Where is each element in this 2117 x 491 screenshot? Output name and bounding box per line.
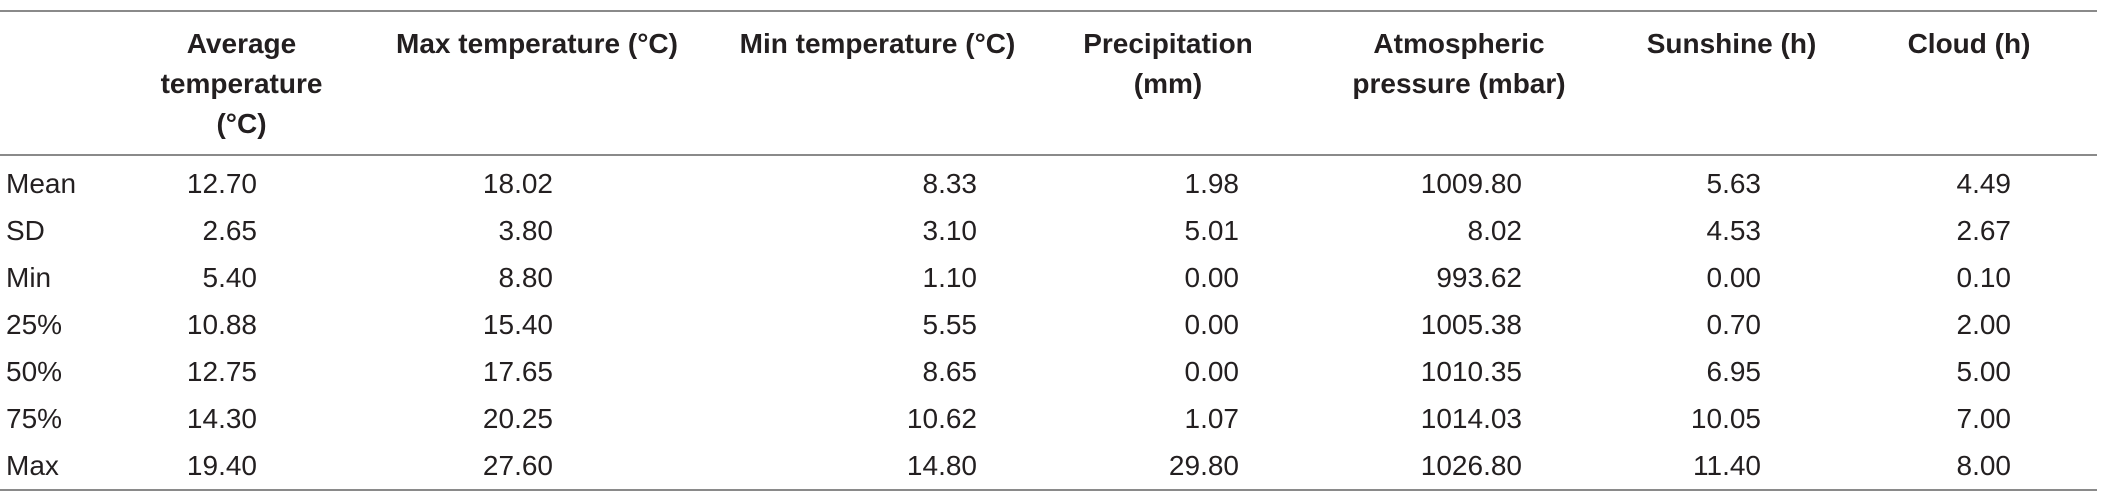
cell-min: 3.10: [922, 215, 978, 246]
cell-prec: 5.01: [1184, 215, 1240, 246]
cell-cld: 5.00: [1956, 356, 2012, 387]
cell-atm: 1009.80: [1420, 168, 1522, 199]
cell-sun: 0.00: [1706, 262, 1762, 293]
cell-avg: 10.88: [186, 309, 257, 340]
cell-atm: 1010.35: [1420, 356, 1522, 387]
cell-cld: 2.00: [1956, 309, 2012, 340]
cell-min: 8.33: [922, 168, 978, 199]
cell-atm: 993.62: [1436, 262, 1522, 293]
table-header: Average temperature (°C) Max temperature…: [0, 11, 2097, 155]
cell-prec: 1.98: [1184, 168, 1240, 199]
cell-avg: 12.75: [186, 356, 257, 387]
cell-cld: 8.00: [1956, 450, 2012, 481]
table-row: Min 5.40 8.80 1.10 0.00 993.62 0.00 0.10: [0, 254, 2097, 301]
cell-sun: 0.70: [1706, 309, 1762, 340]
cell-max: 3.80: [498, 215, 554, 246]
cell-prec: 29.80: [1168, 450, 1239, 481]
cell-sun: 6.95: [1706, 356, 1762, 387]
row-label: Max: [6, 450, 59, 481]
cell-sun: 11.40: [1693, 450, 1761, 481]
cell-max: 18.02: [482, 168, 553, 199]
table-row: Max 19.40 27.60 14.80 29.80 1026.80 11.40 8.00: [0, 442, 2097, 490]
row-label: SD: [6, 215, 45, 246]
cell-min: 10.62: [906, 403, 977, 434]
cell-atm: 8.02: [1467, 215, 1523, 246]
cell-max: 27.60: [482, 450, 553, 481]
cell-atm: 1005.38: [1420, 309, 1522, 340]
cell-prec: 1.07: [1184, 403, 1240, 434]
row-label: 25%: [6, 309, 63, 340]
cell-avg: 12.70: [186, 168, 257, 199]
cell-max: 15.40: [482, 309, 553, 340]
row-label: 75%: [6, 403, 63, 434]
cell-max: 17.65: [482, 356, 553, 387]
cell-prec: 0.00: [1184, 356, 1240, 387]
row-label: 50%: [6, 356, 63, 387]
cell-avg: 14.30: [186, 403, 257, 434]
cell-max: 20.25: [482, 403, 553, 434]
cell-sun: 10.05: [1690, 403, 1761, 434]
cell-cld: 4.49: [1956, 168, 2012, 199]
cell-cld: 0.10: [1956, 262, 2012, 293]
cell-sun: 4.53: [1706, 215, 1762, 246]
weather-statistics-table-container: Average temperature (°C) Max temperature…: [0, 10, 2117, 490]
header-stat: [0, 11, 124, 155]
header-sunshine: Sunshine (h): [1646, 28, 1817, 59]
cell-avg: 2.65: [202, 215, 258, 246]
weather-statistics-table: Average temperature (°C) Max temperature…: [0, 10, 2097, 491]
header-cloud: Cloud (h): [1907, 28, 2031, 59]
cell-max: 8.80: [498, 262, 554, 293]
header-atmospheric-pressure: Atmospheric pressure (mbar): [1352, 28, 1566, 99]
cell-avg: 5.40: [202, 262, 258, 293]
cell-min: 1.10: [922, 262, 978, 293]
table-row: 75% 14.30 20.25 10.62 1.07 1014.03 10.05 7.00: [0, 395, 2097, 442]
table-row: 25% 10.88 15.40 5.55 0.00 1005.38 0.70 2.00: [0, 301, 2097, 348]
cell-avg: 19.40: [186, 450, 257, 481]
cell-prec: 0.00: [1184, 262, 1240, 293]
row-label: Min: [6, 262, 52, 293]
header-min-temperature: Min temperature (°C): [739, 28, 1016, 59]
cell-min: 5.55: [922, 309, 978, 340]
cell-atm: 1026.80: [1420, 450, 1522, 481]
cell-min: 14.80: [906, 450, 977, 481]
header-row: Average temperature (°C) Max temperature…: [0, 11, 2097, 155]
table-body: Mean 12.70 18.02 8.33 1.98 1009.80 5.63 4.49 SD 2…: [0, 155, 2097, 490]
cell-min: 8.65: [922, 356, 978, 387]
header-precipitation: Precipitation (mm): [1083, 28, 1253, 99]
table-row: SD 2.65 3.80 3.10 5.01 8.02 4.53 2.67: [0, 207, 2097, 254]
cell-prec: 0.00: [1184, 309, 1240, 340]
table-row: Mean 12.70 18.02 8.33 1.98 1009.80 5.63 4.49: [0, 155, 2097, 207]
header-max-temperature: Max temperature (°C): [396, 28, 678, 59]
table-row: 50% 12.75 17.65 8.65 0.00 1010.35 6.95 5.00: [0, 348, 2097, 395]
cell-cld: 7.00: [1956, 403, 2012, 434]
cell-sun: 5.63: [1706, 168, 1762, 199]
cell-atm: 1014.03: [1420, 403, 1522, 434]
row-label: Mean: [6, 168, 77, 199]
cell-cld: 2.67: [1956, 215, 2012, 246]
header-average-temperature: Average temperature (°C): [160, 28, 323, 139]
